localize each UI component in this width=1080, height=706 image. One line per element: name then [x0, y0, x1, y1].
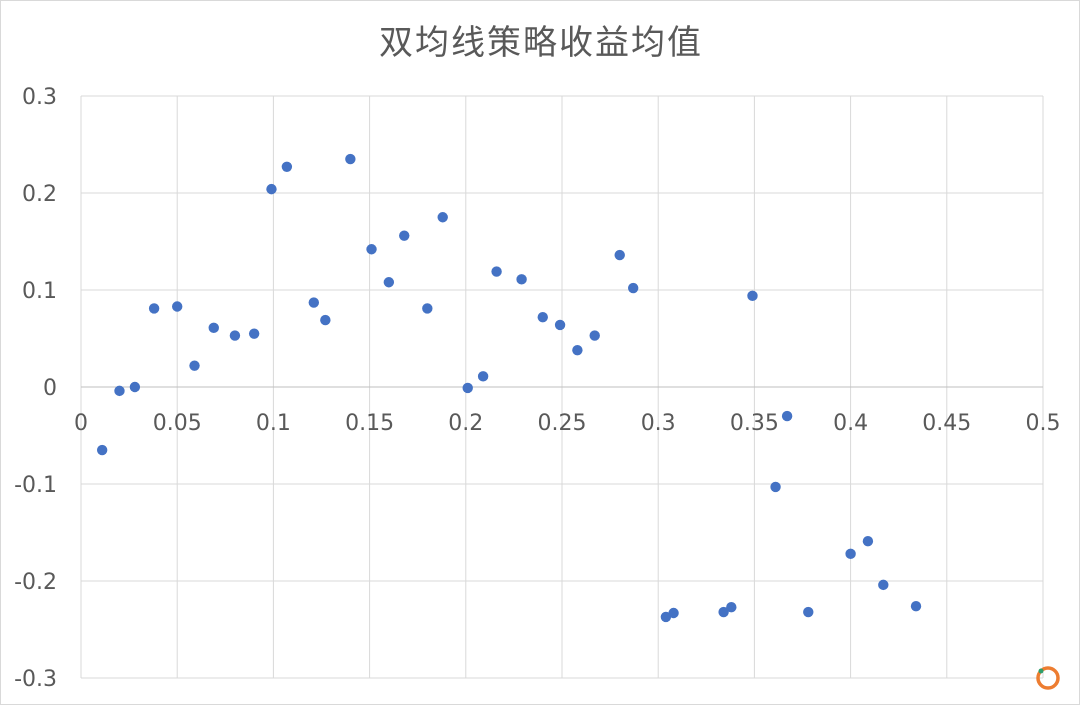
data-point [229, 330, 241, 341]
data-point [266, 183, 277, 195]
y-tick-label: 0.1 [22, 279, 57, 304]
data-point [248, 328, 260, 339]
data-point [537, 311, 548, 323]
y-tick-label: 0 [43, 376, 57, 401]
selection-ring[interactable] [1036, 666, 1060, 690]
x-tick-label: 0.35 [730, 411, 779, 436]
data-point [189, 360, 200, 371]
y-tick-label: -0.1 [14, 473, 57, 498]
data-point [627, 282, 639, 294]
data-point [572, 344, 583, 356]
data-point [345, 153, 356, 165]
data-point [770, 481, 781, 493]
chart-title: 双均线策略收益均值 [379, 23, 703, 63]
data-point [129, 381, 141, 393]
x-tick-label: 0.45 [922, 411, 971, 436]
data-point [366, 244, 377, 255]
data-point [718, 606, 729, 618]
data-point [477, 371, 489, 382]
data-point [208, 322, 219, 334]
data-point [114, 385, 125, 397]
x-tick-labels: 0 0.05 0.1 0.15 0.2 0.25 0.3 0.35 0.4 0.45 0.5 [74, 411, 1061, 436]
x-tick-label: 0.25 [538, 411, 587, 436]
selection-handle-icon[interactable] [1036, 666, 1060, 690]
y-tick-label: -0.3 [14, 667, 57, 692]
y-tick-labels: 0.3 0.2 0.1 0 -0.1 -0.2 -0.3 [14, 85, 57, 692]
y-tick-label: 0.3 [22, 85, 57, 110]
x-tick-label: 0.2 [448, 411, 483, 436]
data-point [862, 536, 874, 547]
data-point [491, 266, 502, 277]
x-tick-label: 0.05 [153, 411, 202, 436]
x-tick-label: 0 [74, 411, 88, 436]
data-point [516, 274, 527, 285]
data-point [383, 277, 395, 288]
x-tick-label: 0.1 [256, 411, 291, 436]
data-point [614, 249, 625, 261]
data-point [462, 382, 473, 394]
selection-dot [1038, 668, 1044, 674]
data-point [399, 230, 410, 241]
data-point [437, 212, 448, 223]
x-tick-label: 0.3 [641, 411, 676, 436]
x-tick-label: 0.5 [1026, 411, 1061, 436]
gridlines [80, 95, 1044, 679]
data-point [281, 161, 293, 173]
data-point [308, 297, 320, 308]
y-tick-label: -0.2 [14, 570, 57, 595]
data-point [845, 548, 856, 560]
data-point [554, 319, 566, 331]
data-point [668, 607, 679, 619]
data-point [726, 601, 737, 613]
x-tick-label: 0.4 [833, 411, 868, 436]
data-point [803, 606, 814, 618]
y-tick-label: 0.2 [22, 182, 57, 207]
data-point [589, 330, 600, 341]
data-point [96, 444, 108, 456]
data-points [96, 153, 922, 623]
data-point [422, 303, 433, 314]
data-point [320, 314, 331, 326]
x-tick-label: 0.15 [345, 411, 394, 436]
data-point [747, 290, 758, 302]
data-point [660, 611, 672, 623]
data-point [910, 601, 922, 612]
data-point [878, 579, 889, 591]
data-point [781, 410, 793, 422]
data-point [148, 303, 160, 314]
data-point [172, 301, 183, 312]
